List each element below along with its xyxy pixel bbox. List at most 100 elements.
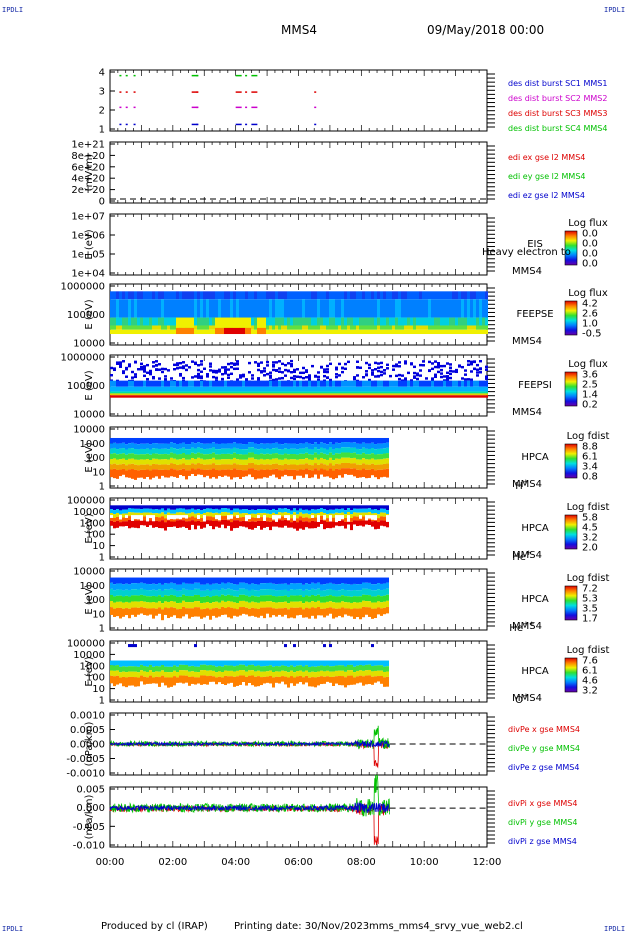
spectrogram-bin	[224, 386, 227, 392]
spectrogram-bin	[116, 443, 119, 450]
spectrogram-bin	[293, 291, 296, 300]
spectrogram-bin	[341, 462, 344, 469]
spectrogram-bin	[374, 317, 377, 326]
spectrogram-bin	[170, 577, 173, 583]
spectrogram-bin	[152, 595, 155, 603]
spectrogram-bin	[197, 577, 200, 583]
spectrogram-bin	[290, 459, 293, 465]
spectrogram-bin	[287, 590, 290, 598]
spectrogram-bin	[161, 325, 164, 330]
spectrogram-bin	[215, 443, 218, 450]
spectrogram-bin	[362, 516, 365, 521]
spectrogram-bin	[125, 375, 128, 378]
spectrogram-bin	[185, 380, 188, 387]
spectrogram-bin	[128, 577, 131, 585]
spectrogram-bin	[314, 442, 317, 448]
spectrogram-bin	[116, 595, 119, 602]
spectrogram-bin	[167, 449, 170, 455]
spectrogram-bin	[182, 512, 185, 517]
spectrogram-bin	[260, 577, 263, 584]
spectrogram-bin	[245, 513, 248, 518]
spectrogram-bin	[377, 505, 380, 511]
spectrogram-bin	[167, 677, 170, 688]
spectrogram-bin	[242, 670, 245, 676]
spectrogram-bin	[212, 608, 215, 616]
spectrogram-bin	[203, 670, 206, 676]
spectrogram-bin	[299, 464, 302, 470]
spectrogram-bin	[479, 325, 482, 330]
spectrogram-bin	[239, 505, 242, 510]
spectrogram-bin	[245, 378, 248, 381]
spectrogram-bin	[383, 325, 386, 330]
spectrogram-bin	[200, 437, 203, 444]
spectrogram-bin	[143, 508, 146, 513]
spectrogram-bin	[338, 437, 341, 444]
spectrogram-bin	[212, 589, 215, 597]
spectrogram-bin	[155, 386, 158, 392]
spectrogram-bin	[356, 329, 359, 335]
spectrogram-bin	[473, 299, 476, 318]
spectrogram-bin	[323, 317, 326, 326]
spectrogram-bin	[239, 517, 242, 522]
spectrogram-bin	[215, 327, 218, 335]
spectrogram-bin	[110, 601, 113, 608]
spectrogram-bin	[233, 505, 236, 509]
spectrogram-bin	[167, 470, 170, 478]
spectrogram-bin	[191, 590, 194, 597]
spectrogram-bin	[137, 577, 140, 584]
spectrogram-bin	[152, 589, 155, 596]
spectrogram-bin	[170, 299, 173, 318]
spectrogram-bin	[386, 386, 389, 392]
spectrogram-bin	[203, 577, 206, 585]
spectrogram-bin	[269, 459, 272, 465]
spectrogram-bin	[260, 595, 263, 602]
spectrogram-bin	[116, 516, 119, 521]
spectrogram-bin	[404, 395, 407, 398]
spectrogram-bin	[113, 584, 116, 591]
spectrogram-bin	[149, 437, 152, 445]
spectrogram-bin	[257, 449, 260, 455]
spectrogram-bin	[317, 454, 320, 460]
spectrogram-bin	[230, 362, 233, 365]
spectrogram-bin	[194, 601, 197, 608]
spectrogram-bin	[155, 448, 158, 454]
spectrogram-bin	[128, 520, 131, 529]
spectrogram-bin	[257, 378, 260, 381]
spectrogram-bin	[479, 386, 482, 392]
spectrogram-bin	[365, 325, 368, 330]
spectrogram-bin	[344, 468, 347, 475]
spectrogram-bin	[380, 443, 383, 449]
spectrogram-bin	[272, 453, 275, 459]
spectrogram-bin	[416, 329, 419, 335]
spectrogram-bin	[302, 577, 305, 585]
spectrogram-bin	[149, 515, 152, 519]
spectrogram-bin	[191, 317, 194, 328]
spectrogram-bin	[329, 447, 332, 453]
spectrogram-bin	[209, 508, 212, 513]
spectrogram-bin	[227, 512, 230, 517]
spectrogram-bin	[215, 380, 218, 387]
spectrogram-bin	[287, 512, 290, 517]
spectrogram-bin	[161, 448, 164, 455]
spectrogram-bin	[116, 329, 119, 335]
spectrogram-bin	[134, 393, 137, 396]
spectrogram-bin	[188, 464, 191, 471]
spectrogram-bin	[338, 660, 341, 666]
spectrogram-bin	[440, 317, 443, 326]
colorbar-tick-label: 2.6	[582, 309, 598, 320]
spectrogram-bin	[278, 395, 281, 398]
spectrogram-bin	[209, 577, 212, 585]
spectrogram-bin	[335, 512, 338, 517]
spectrogram-bin	[314, 291, 317, 300]
spectrogram-bin	[245, 509, 248, 514]
spectrogram-bin	[218, 454, 221, 460]
spectrogram-bin	[137, 520, 140, 529]
spectrogram-bin	[206, 665, 209, 671]
spectrogram-bin	[182, 594, 185, 601]
spectrogram-bin	[356, 391, 359, 394]
spectrogram-bin	[347, 447, 350, 453]
spectrogram-bin	[170, 291, 173, 300]
spectrogram-bin	[413, 365, 416, 369]
spectrogram-bin	[263, 393, 266, 396]
spectrogram-bin	[296, 291, 299, 300]
